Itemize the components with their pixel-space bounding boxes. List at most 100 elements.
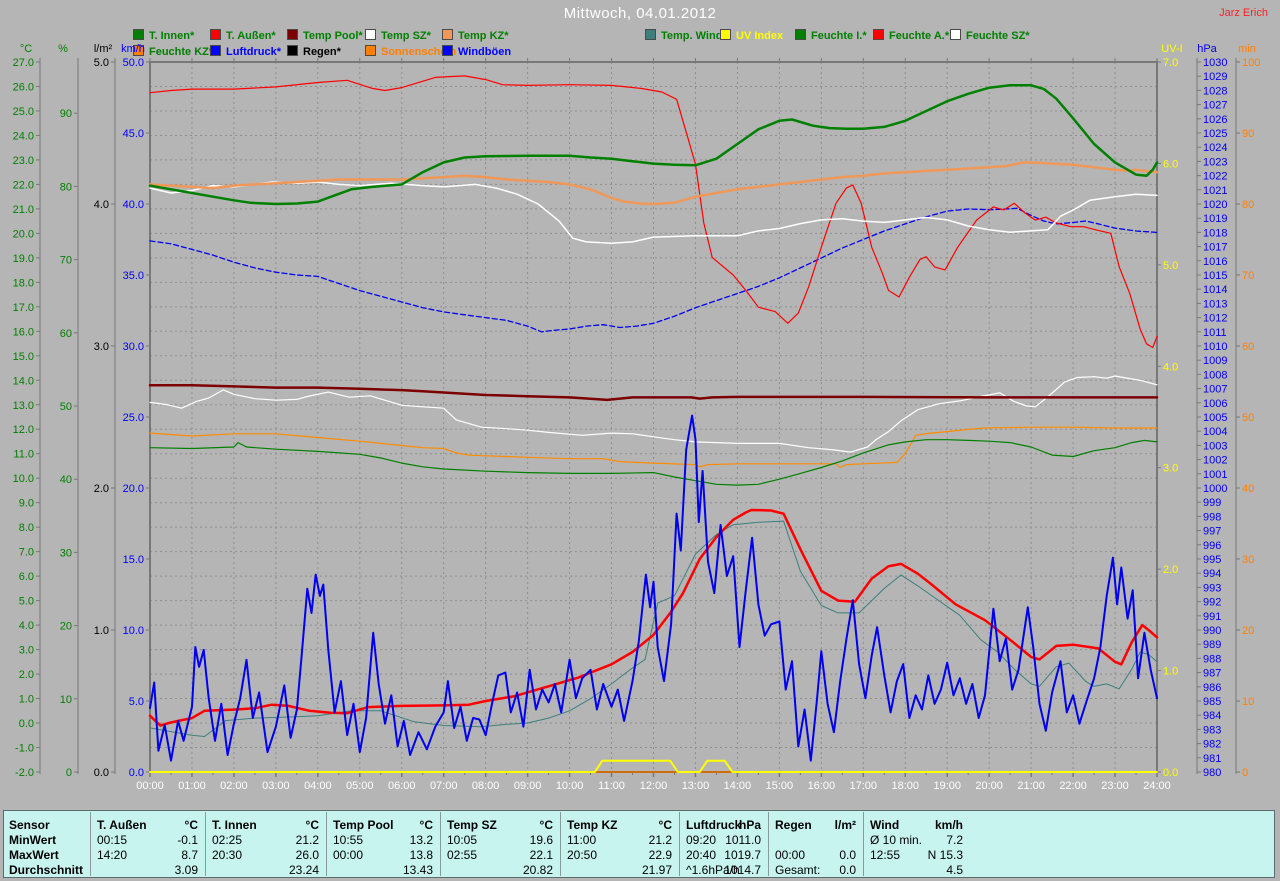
table-min-time-temp-pool: 10:55: [333, 833, 364, 847]
time-label: 00:00: [136, 780, 164, 792]
tick-label-lm2: 3.0: [94, 341, 109, 353]
tick-label-degc: 14.0: [13, 375, 34, 387]
table-max-time-temp-kz: 20:50: [567, 848, 598, 862]
tick-label-hpa: 1017: [1203, 242, 1227, 254]
tick-label-degc: -2.0: [15, 767, 34, 779]
table-min-time-temp-kz: 11:00: [567, 833, 597, 847]
table-col-unit-wind: km/h: [934, 818, 963, 832]
table-max-value-t-au-en: 8.7: [181, 848, 198, 862]
legend-item-regen: Regen*: [287, 45, 341, 58]
tick-label-uvi: 7.0: [1163, 57, 1178, 69]
time-label: 23:00: [1101, 780, 1129, 792]
table-col-unit-t-innen: °C: [305, 818, 319, 832]
tick-label-hpa: 989: [1203, 639, 1221, 651]
time-label: 16:00: [808, 780, 836, 792]
tick-label-kmh: 30.0: [123, 341, 144, 353]
tick-label-degc: 24.0: [13, 130, 34, 142]
time-label: 07:00: [430, 780, 458, 792]
axis-unit-pct: %: [58, 43, 68, 55]
legend-label: Luftdruck*: [226, 46, 281, 58]
time-label: 21:00: [1017, 780, 1045, 792]
time-label: 09:00: [514, 780, 542, 792]
legend-label: Feuchte A.*: [889, 30, 950, 42]
table-divider: [205, 812, 206, 876]
legend-swatch-windb-en: [442, 45, 453, 56]
legend-item-temp-kz: Temp KZ*: [442, 29, 509, 42]
table-max-value-t-innen: 26.0: [295, 848, 319, 862]
table-col-unit-luftdruck: hPa: [738, 818, 761, 832]
tick-label-hpa: 998: [1203, 511, 1221, 523]
tick-label-hpa: 984: [1203, 710, 1221, 722]
legend-item-t-innen: T. Innen*: [133, 29, 194, 42]
time-label: 03:00: [262, 780, 290, 792]
table-col-name-t-innen: T. Innen: [212, 818, 257, 832]
table-max-value-regen: 0.0: [839, 848, 856, 862]
tick-label-pct: 20: [60, 621, 72, 633]
series-feuchte-a: [149, 75, 1158, 349]
table-avg-value-temp-pool: 13.43: [402, 863, 433, 877]
tick-label-hpa: 1001: [1203, 469, 1227, 481]
table-row-label-maxwert: MaxWert: [9, 848, 59, 862]
legend-swatch-temp-sz: [365, 29, 376, 40]
tick-label-lm2: 5.0: [94, 57, 109, 69]
series-t-au-en: [148, 508, 1159, 727]
tick-label-pct: 40: [60, 474, 72, 486]
legend-item-feuchte-sz: Feuchte SZ*: [950, 29, 1030, 42]
table-avg-value-temp-sz: 20.82: [522, 863, 553, 877]
tick-label-degc: 25.0: [13, 106, 34, 118]
tick-label-hpa: 1019: [1203, 213, 1227, 225]
tick-label-lm2: 1.0: [94, 625, 109, 637]
table-min-time-temp-sz: 10:05: [447, 833, 478, 847]
legend-swatch-feuchte-kz: [133, 45, 144, 56]
tick-label-hpa: 1004: [1203, 426, 1227, 438]
table-min-time-t-innen: 02:25: [212, 833, 243, 847]
series-uv-index: [149, 759, 1158, 773]
table-divider: [440, 812, 441, 876]
table-min-value-luftdruck: 1011.0: [725, 833, 761, 847]
tick-label-hpa: 1025: [1203, 128, 1227, 140]
tick-label-kmh: 40.0: [123, 199, 144, 211]
tick-label-pct: 70: [60, 255, 72, 267]
tick-label-uvi: 4.0: [1163, 361, 1178, 373]
tick-label-kmh: 15.0: [123, 554, 144, 566]
table-max-time-regen: 00:00: [775, 848, 806, 862]
table-col-name-luftdruck: Luftdruck: [686, 818, 742, 832]
table-col-unit-regen: l/m²: [834, 818, 856, 832]
time-label: 01:00: [178, 780, 206, 792]
tick-label-uvi: 6.0: [1163, 158, 1178, 170]
tick-label-hpa: 994: [1203, 568, 1221, 580]
table-max-value-luftdruck: 1019.7: [724, 848, 761, 862]
tick-label-hpa: 1024: [1203, 142, 1227, 154]
tick-label-hpa: 981: [1203, 753, 1221, 765]
table-min-value-temp-kz: 21.2: [648, 833, 672, 847]
time-label: 12:00: [640, 780, 668, 792]
time-label: 20:00: [975, 780, 1003, 792]
legend-swatch-temp-pool: [287, 29, 298, 40]
tick-label-hpa: 1026: [1203, 114, 1227, 126]
legend-item-temp-sz: Temp SZ*: [365, 29, 431, 42]
tick-label-hpa: 1016: [1203, 256, 1227, 268]
tick-label-min: 30: [1242, 554, 1254, 566]
legend-swatch-feuchte-sz: [950, 29, 961, 40]
tick-label-hpa: 1018: [1203, 227, 1227, 239]
legend-item-uv-index: UV Index: [720, 29, 783, 42]
tick-label-degc: 5.0: [19, 596, 34, 608]
table-min-time-t-au-en: 00:15: [97, 833, 128, 847]
tick-label-hpa: 1029: [1203, 71, 1227, 83]
tick-label-hpa: 1022: [1203, 171, 1227, 183]
legend-item-t-au-en: T. Außen*: [210, 29, 276, 42]
table-max-value-wind: N 15.3: [927, 848, 963, 862]
time-label: 14:00: [724, 780, 752, 792]
tick-label-hpa: 1028: [1203, 85, 1227, 97]
tick-label-degc: 9.0: [19, 498, 34, 510]
legend-swatch-regen: [287, 45, 298, 56]
table-avg-value-wind: 4.5: [946, 863, 963, 877]
tick-label-hpa: 991: [1203, 611, 1221, 623]
tick-label-hpa: 990: [1203, 625, 1221, 637]
tick-label-lm2: 2.0: [94, 483, 109, 495]
tick-label-degc: 2.0: [19, 669, 34, 681]
tick-label-degc: 27.0: [13, 57, 34, 69]
table-divider: [679, 812, 680, 876]
tick-label-hpa: 985: [1203, 696, 1221, 708]
tick-label-pct: 30: [60, 547, 72, 559]
